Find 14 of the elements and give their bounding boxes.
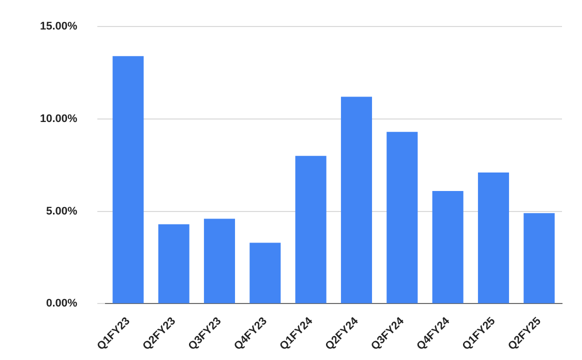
bar [478,172,510,304]
bar [250,242,281,304]
bar [432,191,464,304]
y-tick-label: 5.00% [46,205,78,218]
bar [112,56,144,304]
bar [158,224,190,304]
bar [524,213,555,304]
y-tick-label: 15.00% [40,20,78,33]
y-tick-label: 10.00% [40,113,78,125]
bar [340,96,372,304]
bar [386,132,418,304]
y-tick-label: 0.00% [46,298,78,310]
bar [204,218,236,304]
bar [295,156,326,304]
